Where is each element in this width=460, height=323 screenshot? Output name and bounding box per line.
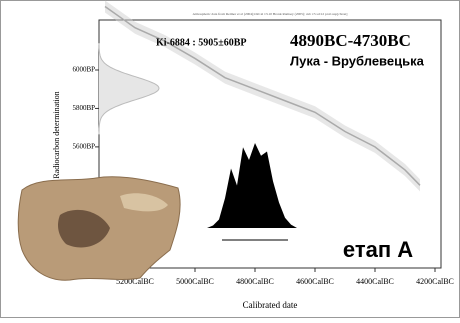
- y-tick-label: 5800BP: [72, 104, 95, 112]
- x-tick-label: 4200CalBC: [416, 277, 454, 286]
- y-tick-label: 6000BP: [72, 66, 95, 74]
- x-tick-label: 4400CalBC: [356, 277, 394, 286]
- x-axis-label: Calibrated date: [243, 300, 298, 310]
- x-tick-label: 4800CalBC: [236, 277, 274, 286]
- y-tick-label: 5600BP: [72, 142, 95, 150]
- x-tick-label: 5000CalBC: [176, 277, 214, 286]
- range-label: 4890BC-4730BC: [290, 31, 411, 50]
- x-tick-label: 4600CalBC: [296, 277, 334, 286]
- site-label: Лука - Врублевецька: [290, 53, 425, 68]
- stage-label: етап А: [343, 237, 413, 262]
- subtitle: Atmospheric data from Reimer et al (2004…: [193, 12, 348, 16]
- sample-label: Ki-6884 : 5905±60BP: [156, 37, 246, 48]
- y-axis-label: Radiocarbon determination: [52, 91, 61, 178]
- chart: Atmospheric data from Reimer et al (2004…: [0, 0, 460, 318]
